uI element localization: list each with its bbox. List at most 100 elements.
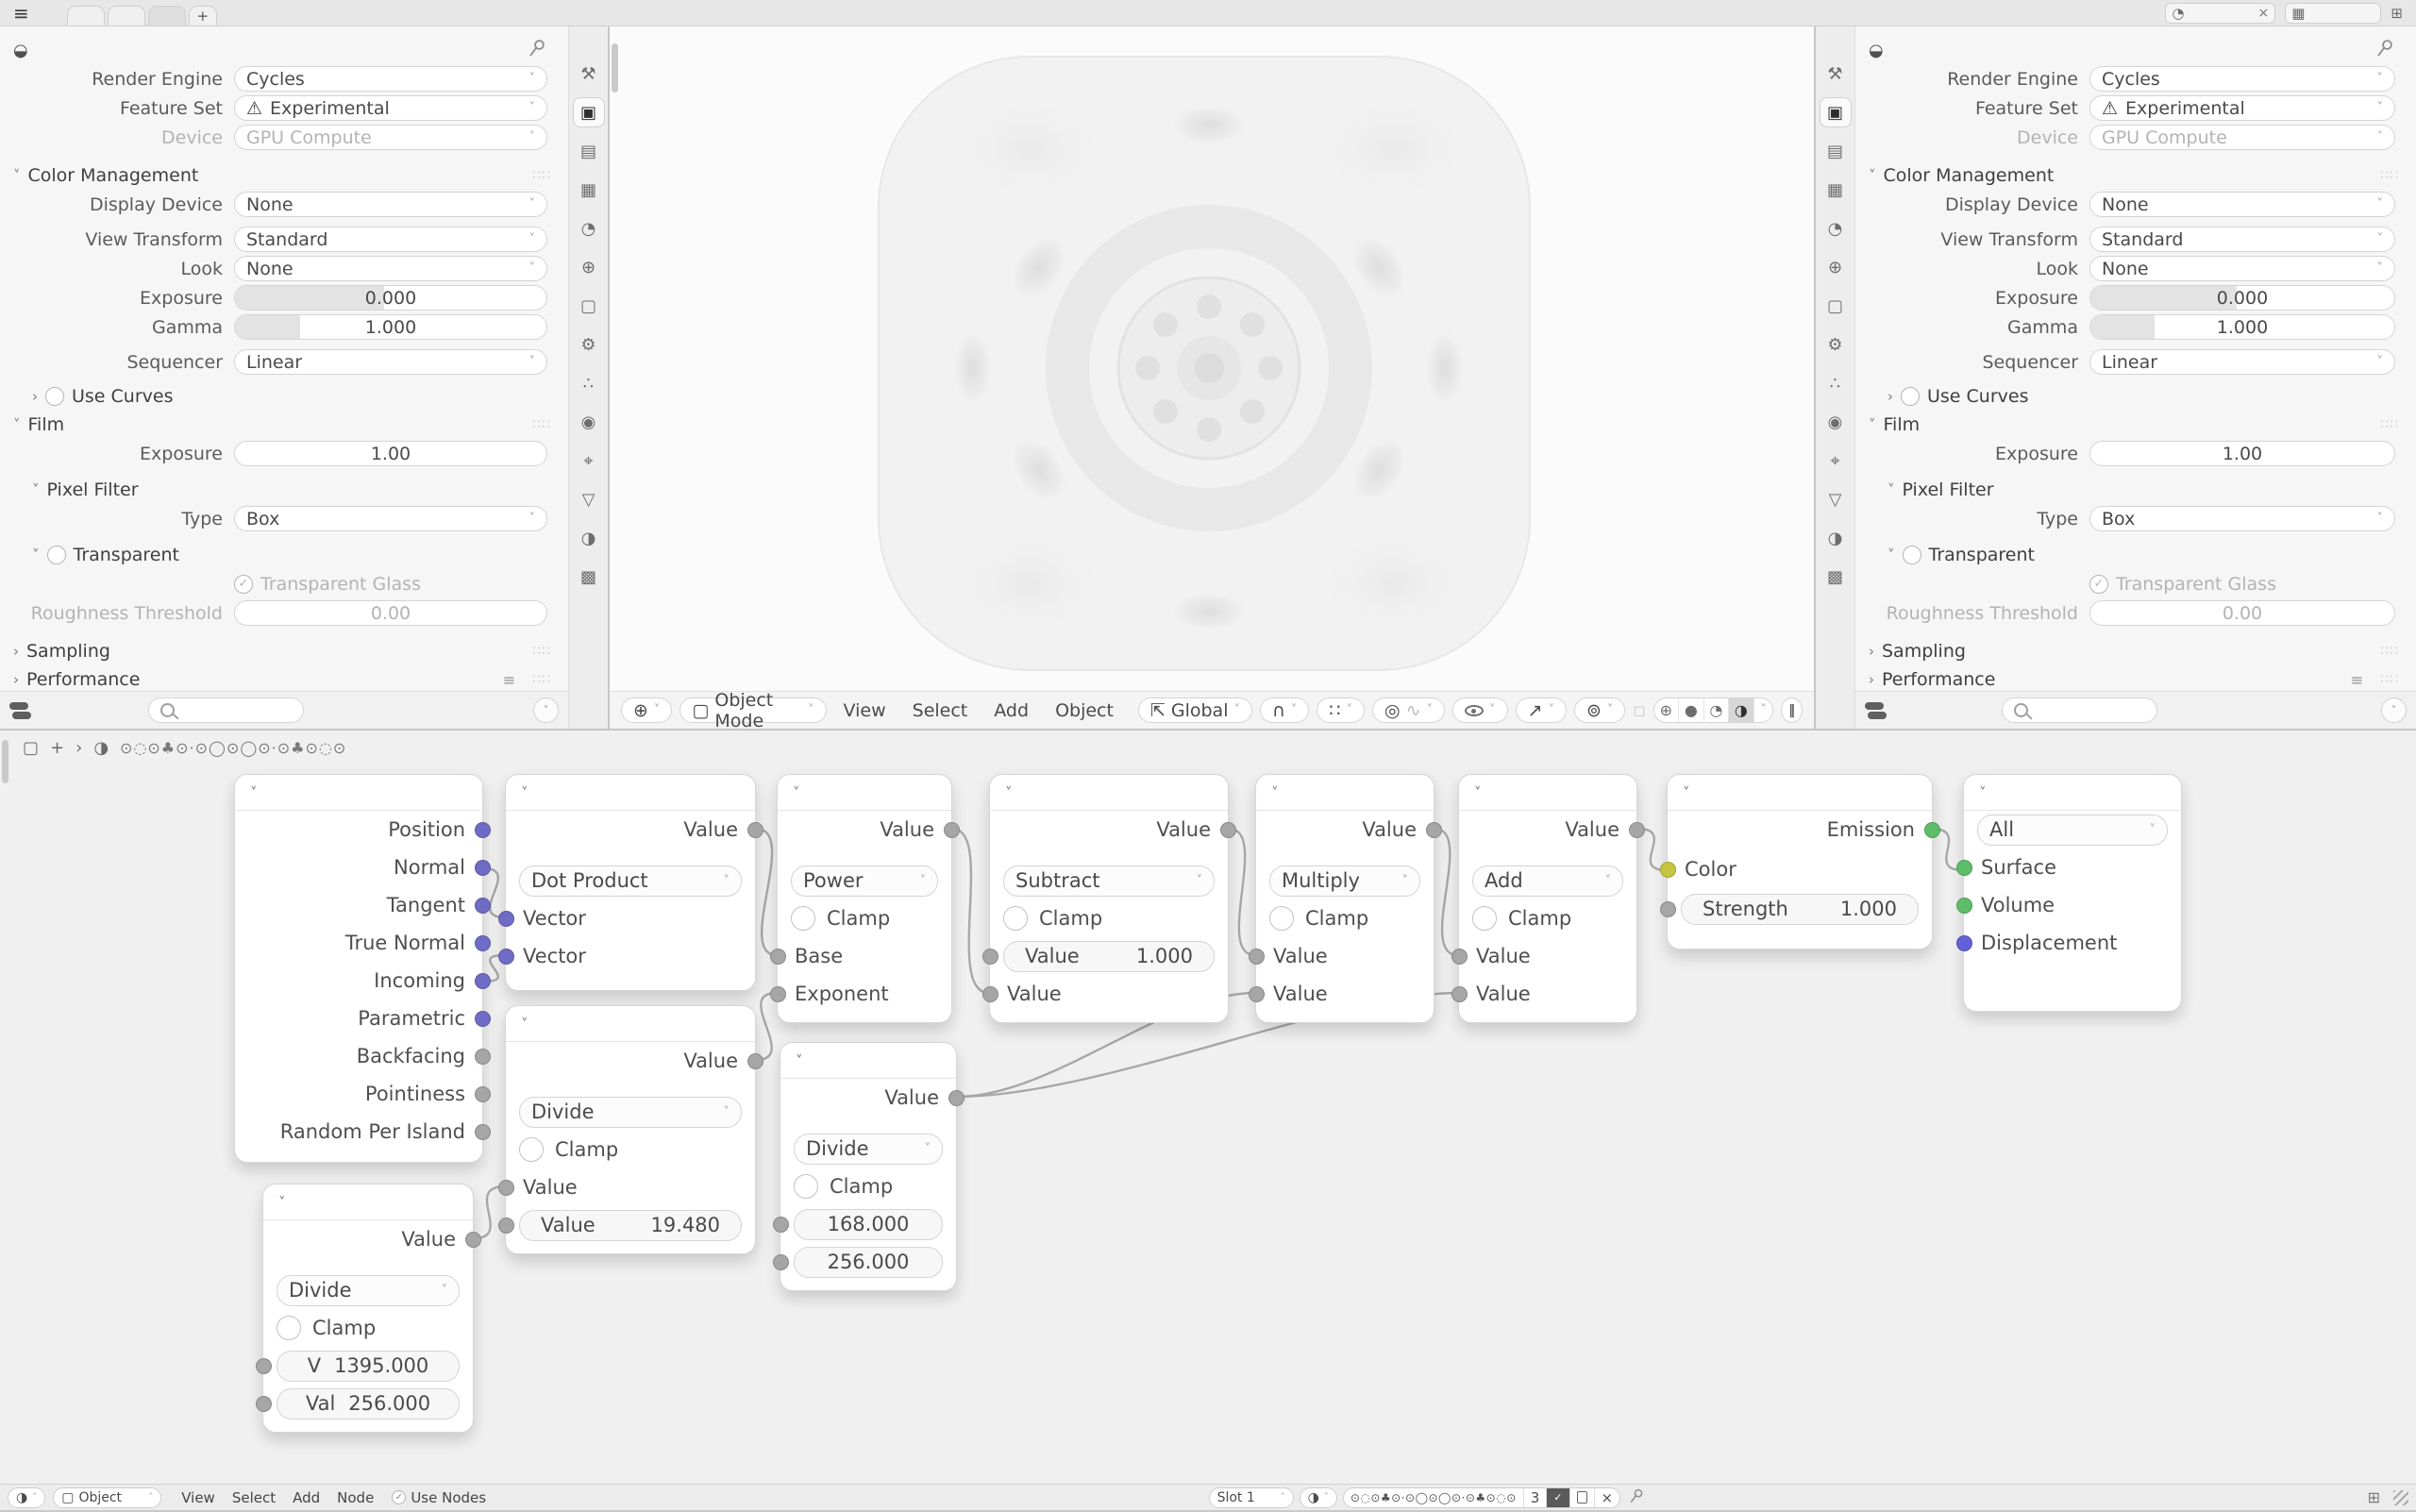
filter-dropdown[interactable]: ˅ xyxy=(532,697,559,723)
transparent-checkbox[interactable] xyxy=(46,546,66,564)
grid-icon[interactable]: ⊞ xyxy=(2367,1488,2381,1506)
value1-field[interactable]: 168.000 xyxy=(794,1208,943,1240)
math-operation-dropdown[interactable]: Power ˅ xyxy=(791,865,938,897)
tab-render-icon[interactable]: ▣ xyxy=(1819,97,1852,127)
math-operation-dropdown[interactable]: Divide ˅ xyxy=(794,1133,943,1165)
view-layer-name-field[interactable] xyxy=(2308,6,2374,21)
tab-output-icon[interactable]: ▤ xyxy=(1826,141,1843,161)
clamp-checkbox[interactable] xyxy=(1003,906,1028,931)
socket-base-in[interactable] xyxy=(769,948,786,965)
film-header[interactable]: Film xyxy=(27,414,65,435)
socket-value1-in[interactable] xyxy=(1451,948,1468,965)
clamp-checkbox[interactable] xyxy=(794,1174,818,1199)
socket-strength-in[interactable] xyxy=(1659,900,1676,917)
xray-toggle-icon[interactable]: ◻ xyxy=(1633,701,1646,719)
socket-value-out[interactable] xyxy=(943,821,960,838)
socket-value1-in[interactable] xyxy=(1248,948,1265,965)
tab-data-icon[interactable]: ▽ xyxy=(581,489,596,510)
snap-settings[interactable]: ∷ ˅ xyxy=(1317,697,1365,723)
value2-field[interactable]: Val 256.000 xyxy=(277,1387,460,1420)
clamp-checkbox[interactable] xyxy=(519,1137,544,1162)
scrollbar-handle[interactable] xyxy=(2,740,8,783)
look-dropdown[interactable]: None ˅ xyxy=(2089,256,2395,281)
clamp-checkbox[interactable] xyxy=(1269,906,1294,931)
color-management-header[interactable]: Color Management xyxy=(1883,165,2055,186)
menu-view[interactable]: View xyxy=(181,1488,215,1506)
socket-value2-in[interactable] xyxy=(982,985,998,1002)
socket-true-normal[interactable] xyxy=(474,934,491,951)
transform-orientation-dropdown[interactable]: ⇱ Global ˅ xyxy=(1137,697,1252,723)
menu-view[interactable]: View xyxy=(843,699,886,721)
tab-scene-icon[interactable]: ◔ xyxy=(1827,218,1843,239)
value2-field[interactable]: 256.000 xyxy=(794,1246,943,1278)
node-collapse-chevron[interactable]: ˅ xyxy=(1256,775,1434,811)
socket-value-out[interactable] xyxy=(1219,821,1236,838)
editor-type-dropdown[interactable]: ◑ ˅ xyxy=(8,1487,46,1508)
pin-icon[interactable] xyxy=(2374,38,2395,62)
device-dropdown[interactable]: GPU Compute ˅ xyxy=(234,125,547,150)
add-icon[interactable]: + xyxy=(50,738,65,758)
menu-add[interactable]: Add xyxy=(994,699,1030,721)
color-management-header[interactable]: Color Management xyxy=(27,165,199,186)
editor-type-icon[interactable] xyxy=(9,701,34,720)
workspace-tab-2[interactable] xyxy=(107,6,145,25)
shading-dropdown[interactable]: ˅ xyxy=(1760,703,1767,717)
math-operation-dropdown[interactable]: Multiply ˅ xyxy=(1269,865,1420,897)
node-math-divide-c[interactable]: ˅ Value Divide ˅ Clamp 168.000 256.000 xyxy=(772,1042,965,1291)
tab-texture-icon[interactable]: ▩ xyxy=(1826,566,1843,587)
users-count[interactable]: 3 xyxy=(1524,1487,1548,1507)
socket-exponent-in[interactable] xyxy=(769,985,786,1002)
clamp-checkbox[interactable] xyxy=(791,906,815,931)
display-device-dropdown[interactable]: None ˅ xyxy=(2089,192,2395,217)
socket-value-out[interactable] xyxy=(948,1089,965,1106)
menu-node[interactable]: Node xyxy=(337,1488,375,1506)
pause-render-button[interactable]: ‖ xyxy=(1781,697,1803,723)
film-exposure-field[interactable]: 1.00 xyxy=(2089,441,2395,466)
socket-emission-out[interactable] xyxy=(1923,821,1940,838)
gamma-slider[interactable]: 1.000 xyxy=(2089,314,2395,340)
add-workspace-button[interactable]: + xyxy=(188,6,217,25)
overlays-dropdown[interactable]: ⊚ ˅ xyxy=(1573,697,1626,723)
node-math-divide-a[interactable]: ˅ Value Divide ˅ Clamp V 1395.000 Val 256.0… xyxy=(255,1184,481,1433)
tab-data-icon[interactable]: ▽ xyxy=(1828,489,1842,510)
socket-value2-in[interactable] xyxy=(497,1217,514,1234)
view-layer-selector[interactable]: ▦ xyxy=(2285,2,2382,24)
node-math-divide-b[interactable]: ˅ Value Divide ˅ Clamp Value Value 19.480 xyxy=(497,1005,763,1254)
roughness-threshold-field[interactable]: 0.00 xyxy=(2089,600,2395,626)
output-target-dropdown[interactable]: All ˅ xyxy=(1977,814,2168,846)
feature-set-dropdown[interactable]: ⚠ Experimental ˅ xyxy=(234,95,547,121)
tab-physics-icon[interactable]: ◉ xyxy=(580,412,596,432)
node-collapse-chevron[interactable]: ˅ xyxy=(778,775,951,811)
socket-pointiness[interactable] xyxy=(474,1085,491,1102)
math-operation-dropdown[interactable]: Divide ˅ xyxy=(519,1096,742,1128)
scene-name-field[interactable] xyxy=(2189,6,2255,21)
sampling-header[interactable]: Sampling xyxy=(26,641,110,662)
node-emission[interactable]: ˅ Emission Color Strength 1.000 xyxy=(1659,774,1940,949)
socket-volume-in[interactable] xyxy=(1955,897,1972,914)
socket-value2-in[interactable] xyxy=(255,1395,272,1412)
socket-value-out[interactable] xyxy=(1628,821,1645,838)
tab-modifiers-icon[interactable]: ⚙ xyxy=(580,334,596,355)
pixel-filter-header[interactable]: Pixel Filter xyxy=(1902,479,1994,500)
menu-object[interactable]: Object xyxy=(1055,699,1114,721)
value1-field[interactable]: V 1395.000 xyxy=(277,1350,460,1382)
tab-modifiers-icon[interactable]: ⚙ xyxy=(1827,334,1843,355)
look-dropdown[interactable]: None ˅ xyxy=(234,256,547,281)
socket-tangent[interactable] xyxy=(474,897,491,914)
pin-icon[interactable] xyxy=(527,38,547,62)
app-menu-icon[interactable]: ≡ xyxy=(13,1,29,25)
tab-output-icon[interactable]: ▤ xyxy=(579,141,596,161)
scene-clear-button[interactable]: × xyxy=(2257,5,2270,21)
socket-value2-in[interactable] xyxy=(1248,985,1265,1002)
pixel-filter-type-dropdown[interactable]: Box ˅ xyxy=(2089,506,2395,531)
properties-editor-icon[interactable]: ◒ xyxy=(1869,40,1884,60)
socket-displacement-in[interactable] xyxy=(1955,934,1972,951)
socket-value2-in[interactable] xyxy=(772,1253,789,1270)
proportional-editing[interactable]: ◎ ∿ ˅ xyxy=(1372,697,1446,723)
editor-type-dropdown[interactable]: ⊕ ˅ xyxy=(621,697,673,723)
gamma-slider[interactable]: 1.000 xyxy=(234,314,547,340)
preset-menu-icon[interactable]: ≡ xyxy=(2350,670,2364,689)
node-collapse-chevron[interactable]: ˅ xyxy=(506,775,755,811)
socket-value-out[interactable] xyxy=(747,1052,763,1069)
clamp-checkbox[interactable] xyxy=(277,1316,301,1340)
